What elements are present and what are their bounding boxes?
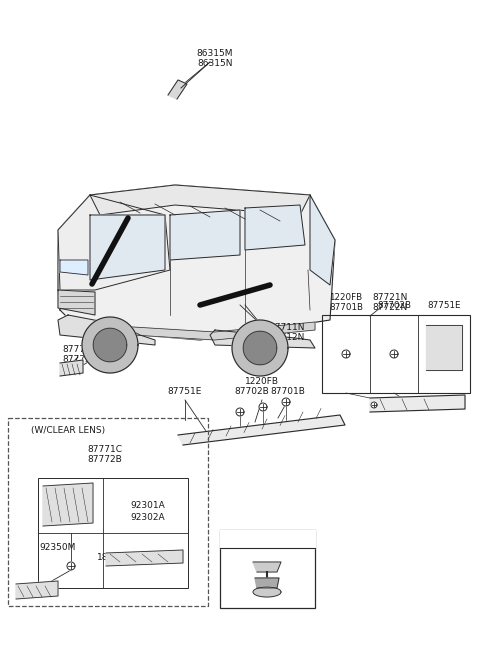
Polygon shape xyxy=(16,581,58,599)
Text: 87771C: 87771C xyxy=(62,346,97,354)
Polygon shape xyxy=(253,587,281,597)
Text: 86315N: 86315N xyxy=(197,58,233,68)
Polygon shape xyxy=(178,415,345,445)
Polygon shape xyxy=(90,185,310,215)
Polygon shape xyxy=(170,210,240,260)
Polygon shape xyxy=(282,398,290,406)
Polygon shape xyxy=(58,195,170,290)
Text: 87701B: 87701B xyxy=(271,388,305,396)
Polygon shape xyxy=(100,322,315,340)
Text: 87772B: 87772B xyxy=(62,356,97,365)
Polygon shape xyxy=(236,408,244,416)
Polygon shape xyxy=(426,325,462,370)
Text: 87751E: 87751E xyxy=(427,300,461,310)
Polygon shape xyxy=(82,317,138,373)
Polygon shape xyxy=(106,550,183,566)
Text: 87772B: 87772B xyxy=(88,455,122,464)
Polygon shape xyxy=(93,328,127,362)
Polygon shape xyxy=(58,315,155,345)
Polygon shape xyxy=(210,330,315,348)
Text: 87721N: 87721N xyxy=(372,293,408,302)
Polygon shape xyxy=(90,215,165,280)
Text: 87701B: 87701B xyxy=(329,302,363,312)
Text: 87702B: 87702B xyxy=(235,388,269,396)
Polygon shape xyxy=(370,395,465,412)
Text: 1494GB: 1494GB xyxy=(246,534,288,544)
Bar xyxy=(322,315,470,393)
Polygon shape xyxy=(60,360,83,376)
Polygon shape xyxy=(243,331,277,365)
Polygon shape xyxy=(342,350,350,358)
Text: (W/CLEAR LENS): (W/CLEAR LENS) xyxy=(31,426,105,434)
Text: 86315M: 86315M xyxy=(197,49,233,58)
Polygon shape xyxy=(60,260,88,275)
Bar xyxy=(220,530,315,608)
Text: 92301A: 92301A xyxy=(131,501,166,510)
Text: 87702B: 87702B xyxy=(377,300,411,310)
Text: 92350M: 92350M xyxy=(40,544,76,552)
Text: 87751E: 87751E xyxy=(168,388,202,396)
Polygon shape xyxy=(390,350,398,358)
Text: 92302A: 92302A xyxy=(131,514,165,522)
Text: 87712N: 87712N xyxy=(269,333,305,342)
Bar xyxy=(8,418,208,606)
Polygon shape xyxy=(310,195,335,285)
Text: 87722N: 87722N xyxy=(372,302,408,312)
Text: 1220FB: 1220FB xyxy=(329,293,362,302)
Polygon shape xyxy=(232,320,288,376)
Polygon shape xyxy=(168,80,187,99)
Polygon shape xyxy=(253,562,281,572)
Text: 18643J: 18643J xyxy=(97,554,129,562)
Polygon shape xyxy=(67,562,75,570)
Polygon shape xyxy=(220,530,315,548)
Text: 87711N: 87711N xyxy=(269,323,305,333)
Bar xyxy=(38,478,188,588)
Text: 87771C: 87771C xyxy=(87,445,122,455)
Polygon shape xyxy=(371,402,377,408)
Polygon shape xyxy=(43,483,93,526)
Polygon shape xyxy=(58,290,95,315)
Text: 1220FB: 1220FB xyxy=(245,377,279,386)
Polygon shape xyxy=(255,578,279,588)
Polygon shape xyxy=(259,403,267,411)
Polygon shape xyxy=(58,185,335,340)
Polygon shape xyxy=(245,205,305,250)
